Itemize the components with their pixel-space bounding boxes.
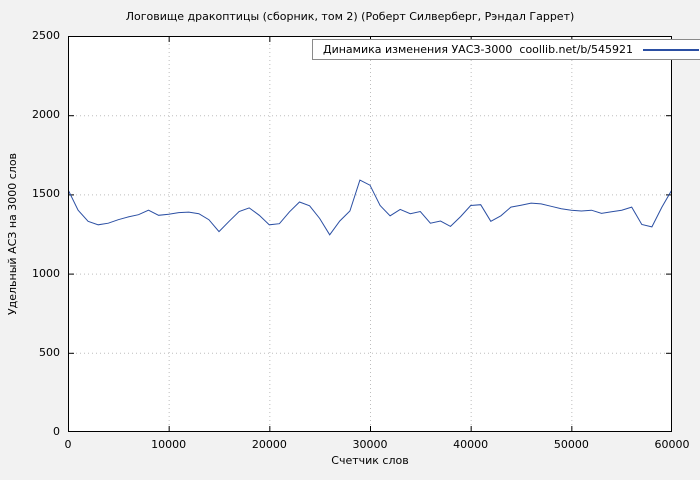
line-chart — [68, 36, 672, 432]
chart-title: Логовище дракоптицы (сборник, том 2) (Ро… — [125, 10, 575, 23]
legend: Динамика изменения УАСЗ-3000 coollib.net… — [312, 39, 700, 60]
y-tick-label: 0 — [53, 425, 60, 438]
x-tick-label: 60000 — [654, 438, 690, 451]
data-series-line — [68, 179, 672, 236]
plot-border — [68, 36, 672, 432]
x-axis-label: Счетчик слов — [331, 454, 409, 467]
legend-label: Динамика изменения УАСЗ-3000 coollib.net… — [323, 43, 633, 56]
x-tick-label: 10000 — [151, 438, 187, 451]
plot-background — [68, 36, 672, 432]
legend-line-sample — [643, 48, 699, 51]
y-tick-label: 1500 — [32, 187, 60, 201]
x-tick-label: 30000 — [352, 438, 388, 451]
plot-area — [68, 36, 672, 432]
y-tick-label: 2500 — [32, 29, 60, 42]
x-tick-label: 0 — [64, 438, 72, 451]
x-tick-label: 50000 — [553, 438, 589, 451]
y-axis-label: Удельный АСЗ на 3000 слов — [6, 152, 19, 316]
x-tick-label: 40000 — [453, 438, 489, 451]
y-tick-label: 500 — [39, 345, 60, 359]
y-tick-label: 1000 — [32, 266, 60, 280]
x-tick-label: 20000 — [251, 438, 287, 451]
y-tick-label: 2000 — [32, 108, 60, 122]
